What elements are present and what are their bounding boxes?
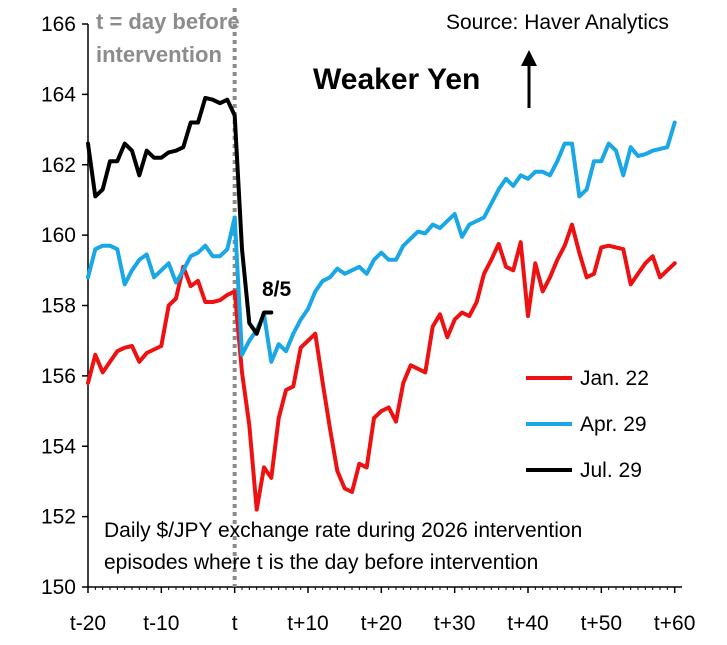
y-tick-label: 158: [41, 295, 76, 318]
note-line1: Daily $/JPY exchange rate during 2026 in…: [104, 519, 582, 542]
t-note-line1: t = day before: [96, 9, 240, 34]
last-point-label: 8/5: [262, 278, 292, 301]
x-tick-label: t+30: [434, 612, 475, 635]
y-tick-label: 160: [41, 224, 76, 247]
t-note-line2: intervention: [96, 42, 222, 67]
series-layer: [86, 95, 677, 512]
y-tick-label: 154: [41, 435, 76, 458]
source-label: Source: Haver Analytics: [446, 11, 669, 34]
series-line-2: [86, 120, 677, 364]
x-tick-label: t+50: [581, 612, 622, 635]
x-tick-label: t: [232, 612, 238, 635]
note-line2: episodes where t is the day before inter…: [104, 551, 538, 574]
y-tick-label: 162: [41, 154, 76, 177]
legend-label: Jul. 29: [580, 459, 642, 482]
up-arrow-icon: [521, 50, 537, 108]
legend-label: Jan. 22: [580, 367, 649, 390]
x-tick-label: t-20: [70, 612, 106, 635]
y-tick-label: 152: [41, 506, 76, 529]
legend-label: Apr. 29: [580, 413, 647, 436]
series-line-3: [86, 95, 274, 336]
x-tick-label: t+20: [361, 612, 402, 635]
legend: Jan. 22 Apr. 29 Jul. 29: [526, 367, 649, 482]
axes-layer: 150 152 154 156 158 160 162 164 166 t-20 t-10 t t+10…: [41, 8, 695, 635]
x-tick-label: t+10: [287, 612, 328, 635]
weaker-yen-label: Weaker Yen: [313, 63, 480, 96]
x-tick-label: t+40: [507, 612, 548, 635]
annotation-layer: Source: Haver Analytics Weaker Yen t = d…: [96, 9, 669, 574]
y-tick-label: 166: [41, 13, 76, 36]
y-tick-label: 150: [41, 576, 76, 599]
y-tick-label: 156: [41, 365, 76, 388]
x-tick-label: t+60: [654, 612, 695, 635]
y-tick-label: 164: [41, 83, 76, 106]
series-line-1: [86, 222, 677, 512]
x-tick-label: t-10: [143, 612, 179, 635]
